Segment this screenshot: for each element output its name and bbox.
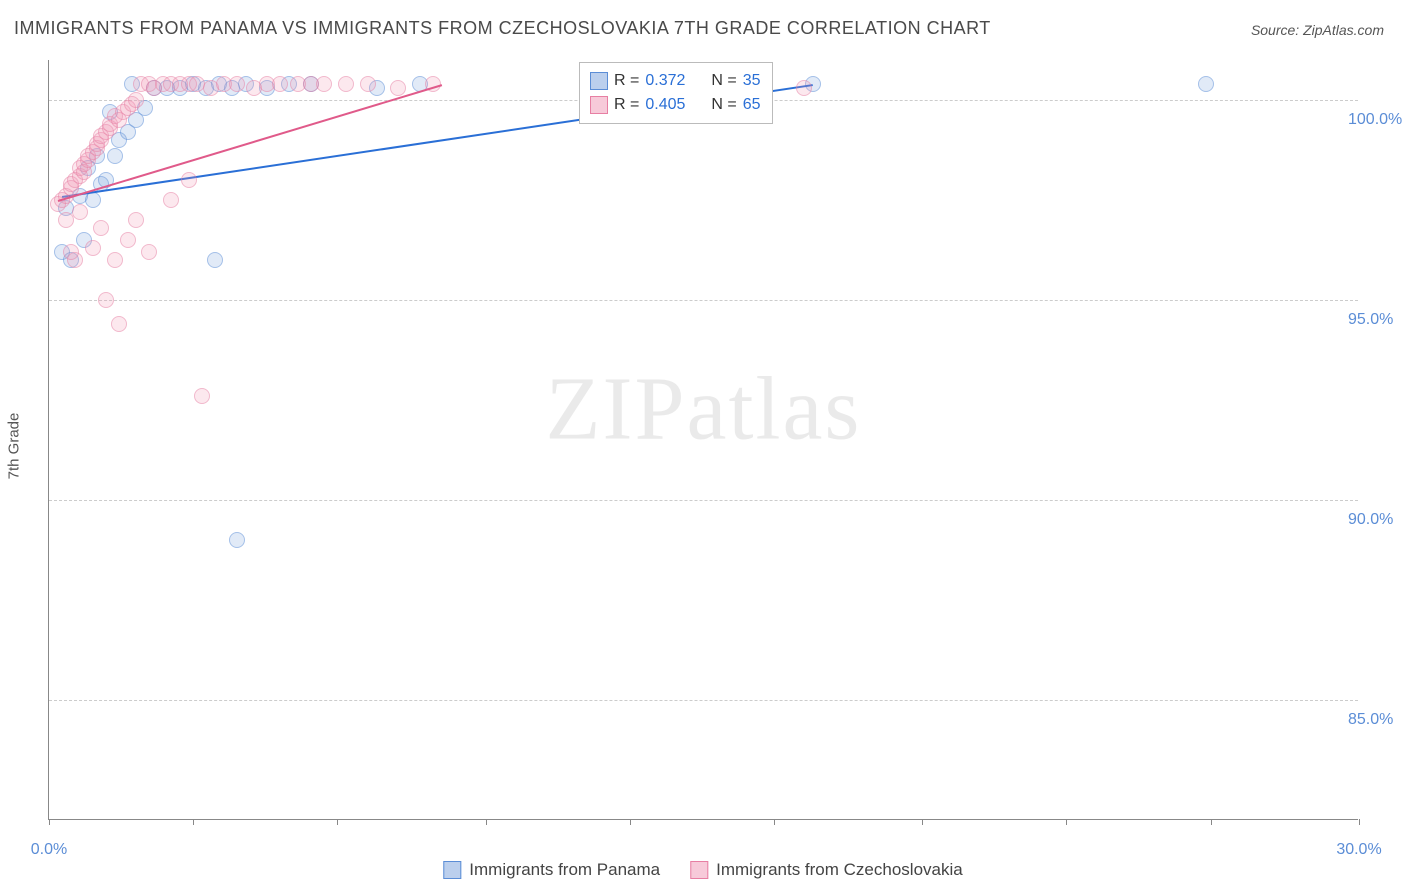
data-point — [63, 244, 79, 260]
data-point — [72, 204, 88, 220]
x-tick — [486, 819, 487, 825]
watermark-zip: ZIP — [546, 360, 687, 459]
legend-r-value: 0.405 — [645, 96, 705, 114]
x-tick — [922, 819, 923, 825]
bottom-legend-item: Immigrants from Panama — [443, 860, 660, 880]
legend-swatch — [590, 72, 608, 90]
data-point — [98, 292, 114, 308]
bottom-legend-label: Immigrants from Panama — [469, 860, 660, 880]
watermark-atlas: atlas — [687, 360, 862, 459]
x-tick — [1066, 819, 1067, 825]
data-point — [390, 80, 406, 96]
data-point — [120, 232, 136, 248]
data-point — [107, 252, 123, 268]
legend-row: R = 0.372 N = 35 — [590, 69, 760, 93]
data-point — [207, 252, 223, 268]
bottom-legend: Immigrants from Panama Immigrants from Cz… — [443, 860, 962, 880]
legend-row: R = 0.405 N = 65 — [590, 93, 760, 117]
legend-n-label: N = — [711, 96, 736, 114]
data-point — [93, 220, 109, 236]
y-axis-label: 7th Grade — [6, 413, 23, 480]
data-point — [107, 148, 123, 164]
chart-title: IMMIGRANTS FROM PANAMA VS IMMIGRANTS FRO… — [14, 18, 991, 39]
data-point — [1198, 76, 1214, 92]
x-tick — [1211, 819, 1212, 825]
data-point — [111, 316, 127, 332]
source-label: Source: ZipAtlas.com — [1251, 22, 1384, 38]
legend-n-label: N = — [711, 72, 736, 90]
data-point — [360, 76, 376, 92]
x-tick — [630, 819, 631, 825]
watermark: ZIPatlas — [546, 358, 862, 461]
data-point — [128, 212, 144, 228]
legend-r-value: 0.372 — [645, 72, 705, 90]
x-tick — [1359, 819, 1360, 825]
data-point — [229, 532, 245, 548]
data-point — [181, 172, 197, 188]
legend-n-value: 35 — [743, 72, 761, 90]
y-tick-label: 90.0% — [1348, 511, 1406, 529]
gridline-h — [49, 700, 1358, 701]
data-point — [338, 76, 354, 92]
data-point — [272, 76, 288, 92]
legend-swatch — [690, 861, 708, 879]
data-point — [316, 76, 332, 92]
legend-n-value: 65 — [743, 96, 761, 114]
x-tick — [337, 819, 338, 825]
bottom-legend-label: Immigrants from Czechoslovakia — [716, 860, 963, 880]
gridline-h — [49, 500, 1358, 501]
gridline-h — [49, 300, 1358, 301]
y-tick-label: 95.0% — [1348, 311, 1406, 329]
x-tick — [193, 819, 194, 825]
legend-swatch — [590, 96, 608, 114]
data-point — [141, 244, 157, 260]
chart-plot-area: ZIPatlas 85.0%90.0%95.0%100.0%0.0%30.0%R… — [48, 60, 1358, 820]
data-point — [85, 240, 101, 256]
data-point — [194, 388, 210, 404]
correlation-legend: R = 0.372 N = 35 R = 0.405 N = 65 — [579, 62, 773, 124]
x-tick — [49, 819, 50, 825]
x-tick-label: 30.0% — [1336, 841, 1381, 859]
legend-swatch — [443, 861, 461, 879]
data-point — [229, 76, 245, 92]
legend-r-label: R = — [614, 96, 639, 114]
x-tick-label: 0.0% — [31, 841, 67, 859]
data-point — [128, 92, 144, 108]
data-point — [163, 192, 179, 208]
data-point — [796, 80, 812, 96]
y-tick-label: 100.0% — [1348, 111, 1406, 129]
y-tick-label: 85.0% — [1348, 711, 1406, 729]
data-point — [85, 192, 101, 208]
bottom-legend-item: Immigrants from Czechoslovakia — [690, 860, 963, 880]
x-tick — [774, 819, 775, 825]
legend-r-label: R = — [614, 72, 639, 90]
